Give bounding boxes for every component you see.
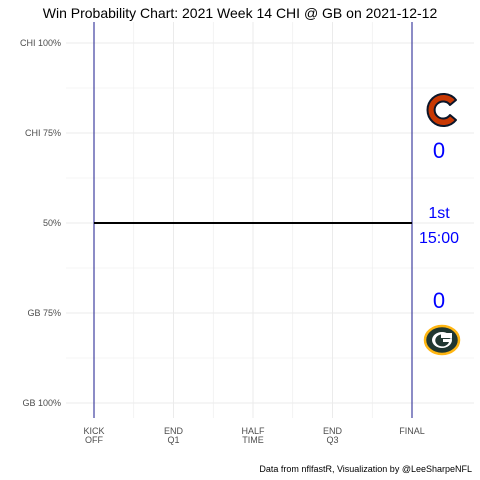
x-tick-label: TIME [242,435,264,445]
x-tick-label: FINAL [399,426,425,436]
x-tick-label: Q3 [326,435,338,445]
x-tick-label: OFF [85,435,103,445]
x-tick-label: KICK [83,426,104,436]
away-score: 0 [433,138,445,163]
chart-caption: Data from nflfastR, Visualization by @Le… [259,464,472,474]
y-tick-label: 50% [43,218,61,228]
y-tick-label: GB 75% [27,308,61,318]
y-tick-label: GB 100% [22,398,61,408]
chi-logo-icon [426,93,457,127]
x-tick-label: HALF [241,426,265,436]
game-quarter: 1st [428,205,450,222]
game-clock: 15:00 [419,230,459,247]
y-tick-label: CHI 100% [20,38,61,48]
chart-title: Win Probability Chart: 2021 Week 14 CHI … [43,5,438,21]
y-tick-label: CHI 75% [25,128,61,138]
x-tick-label: END [323,426,343,436]
y-axis-ticks: CHI 100% CHI 75% 50% GB 75% GB 100% [20,38,61,408]
gb-logo-icon [423,324,461,356]
x-tick-label: END [164,426,184,436]
home-score: 0 [433,288,445,313]
grid-lines [66,22,474,418]
frame-lines [93,22,413,418]
x-tick-label: Q1 [167,435,179,445]
